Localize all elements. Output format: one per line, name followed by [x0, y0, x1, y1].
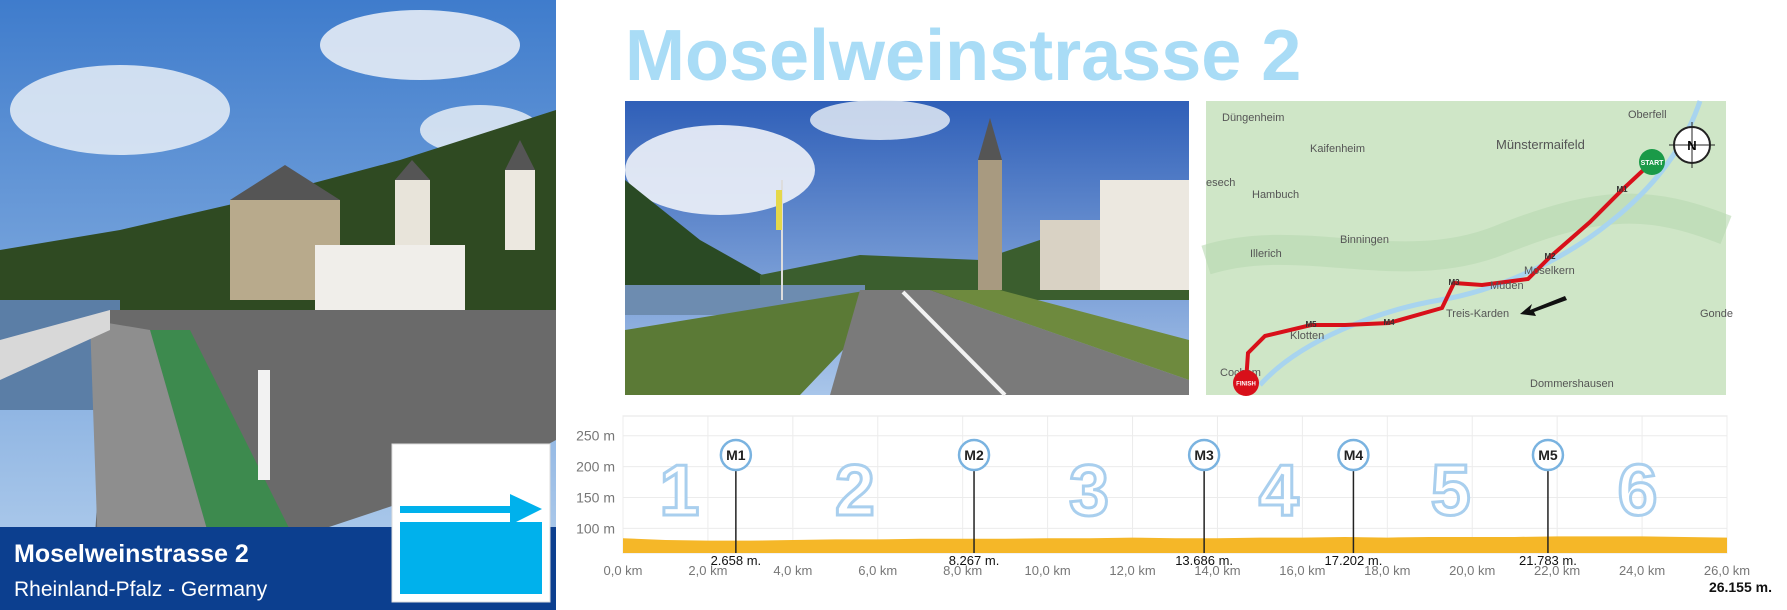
- x-tick-label: 6,0 km: [858, 563, 897, 578]
- marker-distance: 2.658 m.: [711, 553, 762, 568]
- marker-distance: 13.686 m.: [1175, 553, 1233, 568]
- y-tick-label: 150 m: [576, 489, 615, 505]
- segment-number: 4: [1259, 451, 1299, 531]
- route-label: M2: [1544, 252, 1556, 261]
- segment-number: 6: [1617, 451, 1657, 531]
- route-label: M4: [1383, 318, 1395, 327]
- x-tick-label: 20,0 km: [1449, 563, 1495, 578]
- map-label: Oberfell: [1628, 109, 1667, 121]
- road-photo: [625, 100, 1189, 397]
- banner-title: Moselweinstrasse 2: [14, 540, 249, 568]
- marker-circle: [1531, 438, 1565, 472]
- left-photo: Moselweinstrasse 2 Rheinland-Pfalz - Ger…: [0, 0, 556, 610]
- x-tick-label: 2,0 km: [688, 563, 727, 578]
- elevation-area: [623, 536, 1727, 553]
- route-line: [1244, 160, 1654, 383]
- marker-distance: 21.783 m.: [1519, 553, 1577, 568]
- x-tick-label: 8,0 km: [943, 563, 982, 578]
- marker-distance: 17.202 m.: [1325, 553, 1383, 568]
- x-tick-label: 24,0 km: [1619, 563, 1665, 578]
- x-tick-label: 18,0 km: [1364, 563, 1410, 578]
- x-tick-label: 26,0 km: [1704, 563, 1750, 578]
- segment-number: 3: [1069, 451, 1109, 531]
- marker-circle: [1187, 438, 1221, 472]
- map-label: Dommershausen: [1530, 378, 1614, 390]
- x-tick-label: 12,0 km: [1109, 563, 1155, 578]
- plot-area: [622, 415, 1728, 554]
- marker-name: M1: [726, 447, 746, 463]
- segment-number: 1: [659, 451, 699, 531]
- page-title: Moselweinstrasse 2: [625, 16, 1301, 96]
- total-distance: 26.155 m.: [1709, 579, 1772, 595]
- segment-number: 5: [1431, 451, 1471, 531]
- map-label: Gonde: [1700, 308, 1733, 320]
- x-tick-label: 16,0 km: [1279, 563, 1325, 578]
- route-label: START: [1641, 160, 1665, 167]
- marker-distance: 8.267 m.: [949, 553, 1000, 568]
- route-label: M5: [1305, 320, 1317, 329]
- marker-name: M4: [1344, 447, 1364, 463]
- x-tick-label: 10,0 km: [1024, 563, 1070, 578]
- marker-name: M3: [1194, 447, 1214, 463]
- map-label: Hambuch: [1252, 189, 1299, 201]
- map-label: Kaifenheim: [1310, 143, 1365, 155]
- map-label: Müden: [1490, 280, 1524, 292]
- map-label: Moselkern: [1524, 265, 1575, 277]
- x-tick-label: 4,0 km: [773, 563, 812, 578]
- compass: N: [1687, 138, 1696, 153]
- elevation-chart: 100 m 150 m 200 m 250 m 0,0 km 2,0 km 4,0 km 6,…: [576, 415, 1772, 595]
- marker-circle: [1337, 438, 1370, 472]
- marker-name: M5: [1538, 447, 1558, 463]
- route-label: FINISH: [1236, 382, 1256, 388]
- x-tick-label: 14,0 km: [1194, 563, 1240, 578]
- map-label: Klotten: [1290, 330, 1324, 342]
- x-tick-label: 0,0 km: [603, 563, 642, 578]
- map-label: Düngenheim: [1222, 112, 1284, 124]
- map-label: Binningen: [1340, 234, 1389, 246]
- banner-subtitle: Rheinland-Pfalz - Germany: [14, 578, 268, 601]
- y-tick-label: 200 m: [576, 459, 615, 475]
- map-label: esech: [1206, 177, 1235, 189]
- segment-number: 2: [835, 451, 875, 531]
- map-label: Treis-Karden: [1446, 308, 1509, 320]
- route-map: Düngenheim Kaifenheim Münstermaifeld Obe…: [1201, 100, 1733, 396]
- map-label: Münstermaifeld: [1496, 137, 1585, 152]
- marker-name: M2: [964, 447, 984, 463]
- y-tick-label: 100 m: [576, 520, 615, 536]
- marker-circle: [719, 438, 753, 472]
- map-label: Illerich: [1250, 248, 1282, 260]
- route-label: M3: [1448, 278, 1460, 287]
- y-tick-label: 250 m: [576, 428, 615, 444]
- marker-circle: [957, 438, 991, 472]
- route-label: M1: [1616, 185, 1628, 194]
- x-tick-label: 22,0 km: [1534, 563, 1580, 578]
